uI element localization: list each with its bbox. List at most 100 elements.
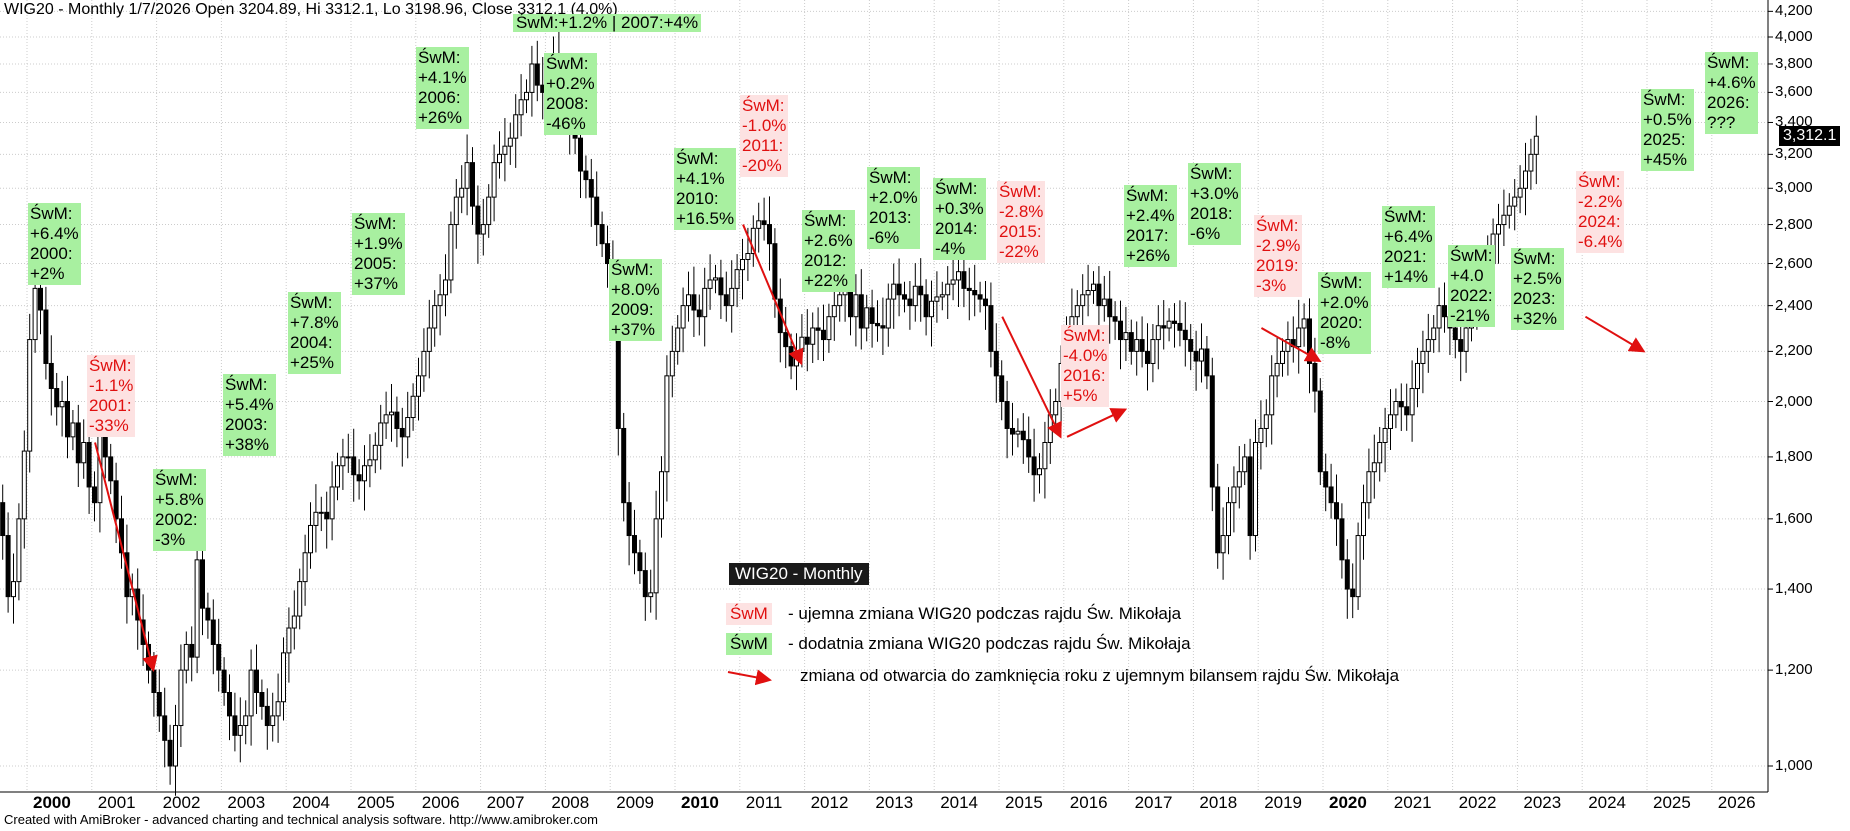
candle-body: [1080, 294, 1086, 307]
x-tick-label: 2013: [875, 793, 914, 812]
candle-body: [734, 269, 740, 289]
candle-body: [1220, 535, 1226, 554]
candle-body: [65, 401, 70, 438]
annotation-2001: ŚwM: -1.1% 2001: -33%: [87, 355, 136, 437]
candle-body: [912, 285, 918, 307]
candle-body: [880, 325, 886, 329]
candle-body: [16, 518, 22, 583]
candle-body: [1404, 406, 1410, 416]
candle-body: [1398, 401, 1404, 408]
candle-body: [11, 581, 16, 598]
y-tick-label: 3,200: [1775, 145, 1813, 163]
candle-body: [216, 643, 222, 671]
candle-body: [200, 559, 205, 609]
candle-body: [1339, 518, 1345, 561]
y-tick-label: 1,800: [1775, 447, 1813, 465]
candle-body: [1431, 327, 1437, 341]
candle-body: [232, 715, 238, 736]
candle-body: [1512, 196, 1518, 207]
candle-body: [1026, 439, 1032, 458]
candle-body: [335, 465, 340, 488]
candle-body: [345, 456, 351, 459]
candle-body: [243, 715, 249, 727]
candle-body: [389, 411, 394, 416]
candle-body: [167, 739, 173, 767]
candle-body: [1393, 401, 1399, 416]
candle-body: [621, 427, 627, 504]
candle-body: [588, 179, 594, 198]
candle-body: [518, 99, 524, 116]
candle-body: [173, 725, 178, 767]
y-tick-label: 4,200: [1775, 2, 1813, 20]
candle-body: [480, 224, 486, 235]
candle-body: [1523, 170, 1528, 189]
candles: [0, 31, 1539, 796]
x-tick-label: 2021: [1393, 793, 1432, 812]
trend-arrow: [1584, 315, 1646, 353]
annotation-2011: ŚwM: -1.0% 2011: -20%: [740, 95, 789, 177]
candle-body: [696, 309, 702, 318]
candle-body: [151, 669, 157, 694]
candle-body: [1355, 535, 1361, 598]
candle-body: [221, 669, 227, 694]
candle-body: [1517, 187, 1523, 198]
candle-body: [1247, 456, 1253, 537]
candle-body: [162, 715, 168, 741]
candle-body: [437, 294, 443, 307]
candle-body: [950, 279, 956, 285]
candle-body: [1280, 350, 1285, 364]
candle-body: [48, 362, 54, 390]
candle-body: [524, 91, 529, 101]
candle-body: [1085, 290, 1091, 296]
candle-body: [707, 279, 713, 289]
candle-body: [108, 456, 114, 482]
candle-body: [1112, 316, 1118, 322]
candle-body: [486, 196, 492, 226]
candle-body: [1188, 339, 1194, 352]
candle-body: [38, 287, 43, 311]
candle-body: [718, 277, 724, 296]
candle-body: [750, 227, 756, 255]
candle-body: [113, 480, 119, 520]
x-tick-label: 2001: [97, 793, 136, 812]
candle-body: [86, 441, 92, 488]
x-tick-label: 2005: [357, 793, 395, 812]
candle-body: [1442, 305, 1447, 318]
candle-body: [1209, 375, 1215, 488]
candle-body: [227, 692, 232, 717]
trend-arrow: [742, 224, 804, 366]
candle-body: [864, 307, 870, 329]
candle-body: [264, 705, 270, 727]
candle-body: [1296, 327, 1302, 348]
candle-body: [1107, 298, 1113, 318]
candle-body: [956, 271, 961, 281]
candle-body: [302, 552, 308, 583]
x-tick-label: 2014: [940, 793, 979, 812]
y-tick-label: 2,800: [1775, 215, 1813, 233]
candle-body: [907, 298, 913, 307]
candle-body: [983, 298, 988, 307]
annotation-2019: ŚwM: -2.9% 2019: -3%: [1254, 215, 1303, 297]
x-tick-label: 2022: [1458, 793, 1497, 812]
annotation-2023: ŚwM: +2.5% 2023: +32%: [1511, 248, 1564, 330]
candle-body: [410, 395, 416, 419]
candle-body: [426, 327, 432, 352]
candle-body: [729, 287, 735, 307]
candle-body: [1269, 375, 1275, 416]
candle-body: [470, 162, 475, 207]
candle-body: [783, 332, 789, 348]
candle-body: [1172, 320, 1177, 324]
candle-body: [394, 411, 400, 429]
candle-body: [329, 486, 335, 520]
candle-body: [837, 294, 843, 307]
candle-body: [1128, 332, 1134, 352]
candle-body: [497, 153, 502, 164]
x-tick-label: 2010: [681, 793, 719, 812]
y-tick-label: 1,400: [1775, 580, 1813, 598]
candle-body: [891, 283, 897, 300]
candle-body: [1118, 320, 1123, 341]
trend-arrows: [94, 224, 1646, 686]
x-tick-label: 2000: [33, 793, 71, 812]
candle-body: [740, 259, 745, 271]
candle-body: [799, 336, 805, 352]
